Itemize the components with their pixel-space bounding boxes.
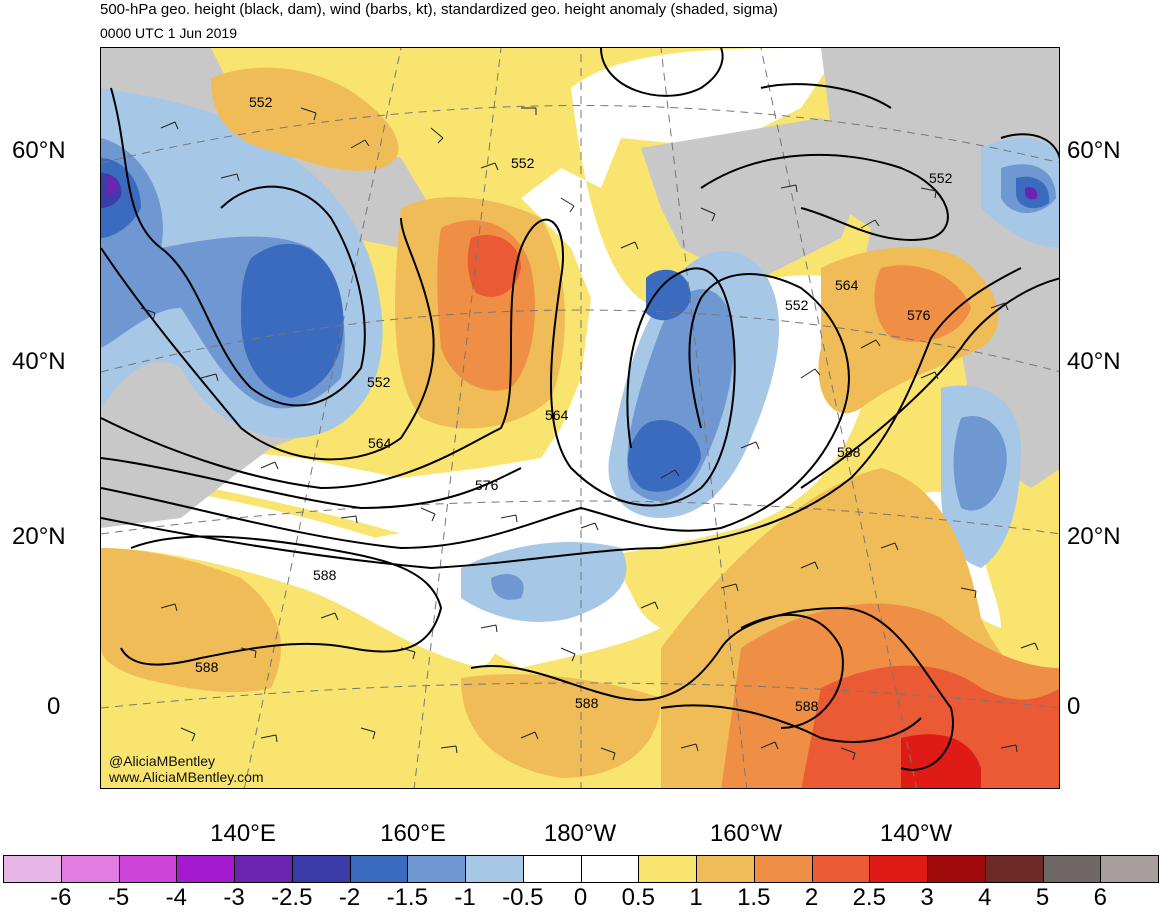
map-canvas: 552 552 552 552 552 564 564 564 576 576 … [101,48,1059,788]
colorbar-label: -4 [165,884,187,911]
colorbar-swatch [176,855,235,883]
contour-label-588-d: 588 [795,698,819,714]
colorbar-label: 0.5 [621,884,655,911]
colorbar-label: 1.5 [737,884,771,911]
colorbar-swatch [291,855,351,883]
contour-labels: 552 552 552 552 552 564 564 564 576 576 … [195,94,953,714]
contour-label-552-b: 552 [511,155,535,171]
colorbar-swatch [407,855,466,883]
contour-label-588-c: 588 [575,695,599,711]
colorbar-label: -3 [223,884,245,911]
colorbar-swatch [1100,855,1159,883]
contour-label-552-d: 552 [785,297,809,313]
contour-label-552-a: 552 [249,94,273,110]
contour-label-588-e: 588 [837,444,861,460]
valid-time: 0000 UTC 1 Jun 2019 [100,25,237,41]
colorbar-label: 0 [573,884,588,911]
contour-label-564-b: 564 [545,407,569,423]
lat-label-0-left: 0 [47,693,61,720]
height-contours [101,48,1059,771]
colorbar-label: 2.5 [852,884,886,911]
contour-label-564-c: 564 [835,277,859,293]
map-title: 500-hPa geo. height (black, dam), wind (… [100,1,778,18]
lon-label-140w: 140°W [879,820,953,847]
colorbar-swatch [927,855,986,883]
colorbar-swatch [60,855,120,883]
lat-label-20n-right: 20°N [1067,523,1121,550]
colorbar-swatch [3,855,62,883]
colorbar-label: 4 [978,884,992,911]
colorbar-swatch [753,855,813,883]
wind-barbs [140,107,1039,761]
lat-label-40n-left: 40°N [12,348,66,375]
contour-label-552-e: 552 [929,170,953,186]
colorbar-label: -1 [454,884,476,911]
lat-label-60n-left: 60°N [12,137,66,164]
colorbar-swatch [638,855,697,883]
lat-label-60n-right: 60°N [1067,137,1121,164]
lon-label-180w: 180°W [543,820,617,847]
colorbar-swatch [118,855,178,883]
lon-label-140e: 140°E [210,820,276,847]
colorbar-swatch [811,855,871,883]
colorbar-label: -0.5 [502,884,544,911]
colorbar-swatch [465,855,524,883]
colorbar-swatch [696,855,755,883]
colorbar-label: -2 [338,884,361,911]
colorbar-swatch [580,855,640,883]
graticule [101,48,1059,788]
credit-website: www.AliciaMBentley.com [109,769,264,785]
neutral-anomaly-pacific [101,478,501,668]
negative-anomaly-central [461,251,780,622]
contour-label-564-a: 564 [368,435,392,451]
colorbar-label: -1.5 [386,884,428,911]
colorbar-swatch [869,855,928,883]
contour-label-552-c: 552 [367,374,391,390]
colorbar-label: -2.5 [271,884,313,911]
contour-label-588-b: 588 [195,659,219,675]
contour-label-576-a: 576 [475,477,499,493]
contour-label-576-b: 576 [907,307,931,323]
negative-anomaly-east [941,137,1059,568]
colorbar-swatch [349,855,409,883]
colorbar-swatch [522,855,582,883]
colorbar-label: 6 [1093,884,1107,911]
map-panel: 552 552 552 552 552 564 564 564 576 576 … [100,47,1060,789]
lat-label-40n-right: 40°N [1067,348,1121,375]
colorbar-swatch [1042,855,1102,883]
lon-label-160e: 160°E [380,820,446,847]
colorbar-label: -6 [50,884,72,911]
land-alaska [641,118,861,278]
negative-anomaly-west [101,88,383,438]
colorbar-label: 2 [804,884,819,911]
lat-label-20n-left: 20°N [12,523,66,550]
lat-label-0-right: 0 [1067,693,1081,720]
colorbar-swatch [984,855,1044,883]
colorbar-swatch [234,855,293,883]
colorbar-label: -5 [107,884,130,911]
positive-anomaly-areas [101,67,1059,788]
contour-label-588-a: 588 [313,567,337,583]
lon-label-160w: 160°W [709,820,783,847]
credit-handle: @AliciaMBentley [109,753,216,769]
colorbar-label: 1 [689,884,703,911]
colorbar-label: 3 [920,884,934,911]
colorbar-label: 5 [1035,884,1050,911]
